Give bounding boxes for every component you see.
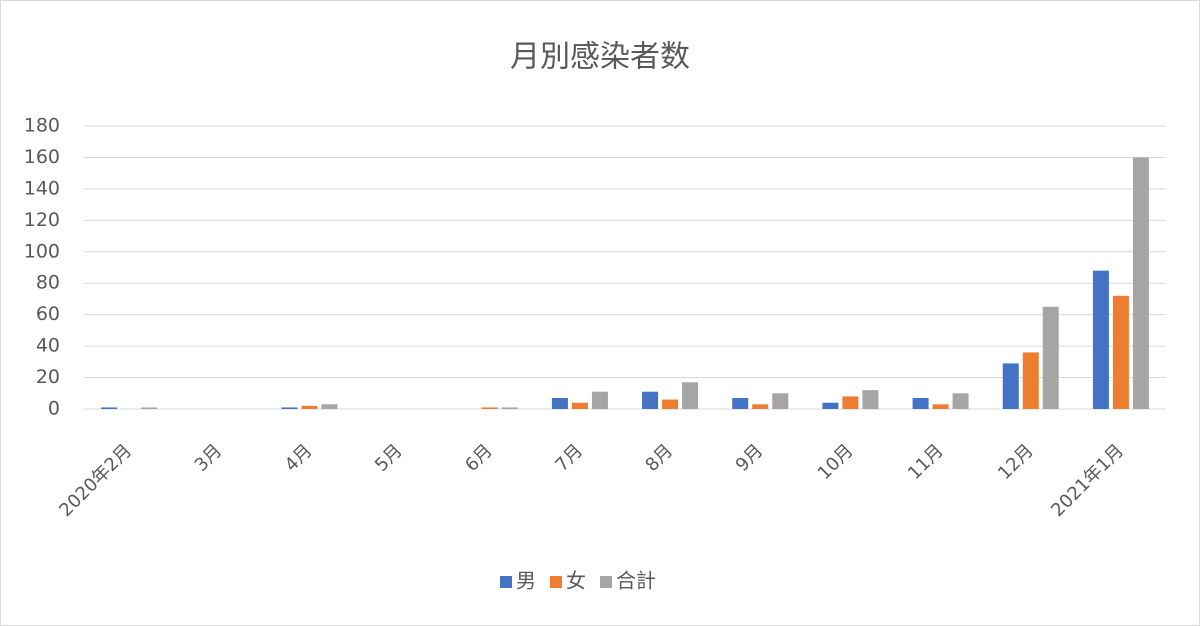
bar <box>732 397 749 409</box>
y-tick-label: 40 <box>36 335 60 357</box>
y-tick-label: 60 <box>36 303 60 325</box>
bar <box>862 390 879 409</box>
bar <box>1022 352 1039 409</box>
bar <box>301 405 318 409</box>
bar <box>1002 363 1019 409</box>
bar <box>1132 157 1149 409</box>
bar <box>842 396 859 409</box>
legend-swatch <box>600 576 612 588</box>
bar <box>952 393 969 409</box>
bar <box>752 404 769 409</box>
bar <box>481 407 498 409</box>
y-tick-label: 80 <box>36 272 60 294</box>
bar <box>551 397 568 409</box>
bar <box>101 407 118 409</box>
y-tick-label: 100 <box>24 240 60 262</box>
bar <box>772 393 789 409</box>
y-tick-label: 20 <box>36 366 60 388</box>
bar <box>1112 295 1129 409</box>
y-tick-label: 140 <box>24 177 60 199</box>
legend-swatch <box>550 576 562 588</box>
y-tick-label: 0 <box>48 398 60 420</box>
bar <box>1092 270 1109 409</box>
bar <box>321 404 338 409</box>
legend-swatch <box>500 576 512 588</box>
bar <box>642 391 659 409</box>
bar <box>1042 306 1059 409</box>
y-tick-label: 120 <box>24 209 60 231</box>
bar <box>281 407 298 409</box>
chart-title: 月別感染者数 <box>510 40 690 75</box>
bar <box>912 397 929 409</box>
legend-label: 男 <box>516 569 536 593</box>
bar <box>932 404 949 409</box>
bar <box>682 382 699 409</box>
bar <box>501 407 518 409</box>
bar <box>591 391 608 409</box>
bar <box>822 402 839 409</box>
y-tick-label: 180 <box>24 115 60 137</box>
bar <box>662 399 679 409</box>
bar <box>141 407 158 409</box>
legend-label: 合計 <box>616 569 656 593</box>
bar <box>571 402 588 409</box>
y-tick-label: 160 <box>24 146 60 168</box>
legend-label: 女 <box>566 569 586 593</box>
